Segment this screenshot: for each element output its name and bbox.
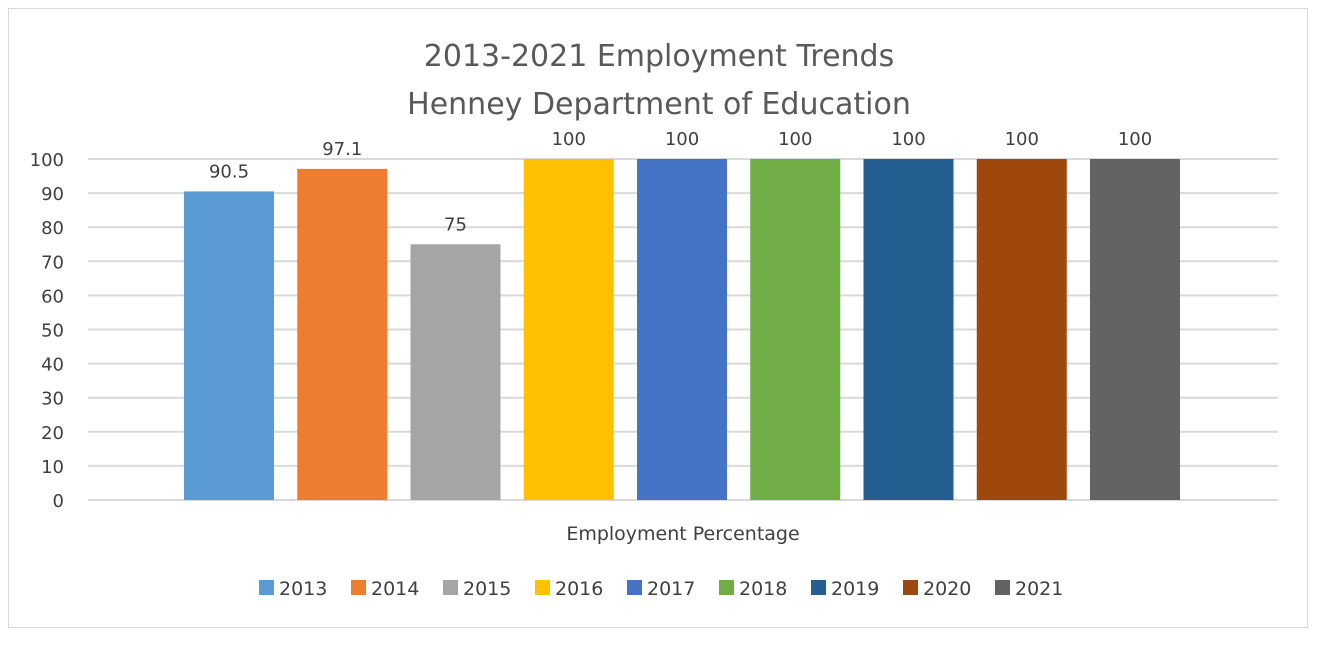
legend-swatch-2013: [259, 580, 274, 595]
legend-label-2016: 2016: [555, 578, 603, 600]
legend-label-2021: 2021: [1015, 578, 1063, 600]
legend-label-2014: 2014: [371, 578, 419, 600]
legend-label-2013: 2013: [279, 578, 327, 600]
bars: [184, 159, 1180, 500]
y-tick-label: 50: [41, 321, 64, 342]
legend-label-2019: 2019: [831, 578, 879, 600]
legend-swatch-2016: [535, 580, 550, 595]
bar-2021: [1090, 159, 1180, 500]
legend-swatch-2017: [627, 580, 642, 595]
data-label-2019: 100: [891, 129, 925, 150]
y-tick-label: 60: [41, 286, 64, 307]
y-tick-label: 100: [30, 150, 64, 171]
y-tick-label: 10: [41, 457, 64, 478]
chart-title-line-2: Henney Department of Education: [407, 87, 911, 122]
x-axis-title: Employment Percentage: [566, 523, 799, 545]
y-tick-label: 70: [41, 252, 64, 273]
legend-swatch-2014: [351, 580, 366, 595]
y-tick-label: 80: [41, 218, 64, 239]
data-label-2021: 100: [1118, 129, 1152, 150]
legend-swatch-2021: [995, 580, 1010, 595]
bar-2015: [410, 244, 501, 500]
bar-2020: [976, 159, 1067, 500]
bar-2016: [523, 159, 614, 500]
y-tick-label: 90: [41, 184, 64, 205]
bar-2018: [750, 159, 841, 500]
data-label-2014: 97.1: [322, 139, 362, 160]
y-tick-label: 40: [41, 355, 64, 376]
legend-label-2017: 2017: [647, 578, 695, 600]
bar-2017: [637, 159, 727, 500]
data-label-2016: 100: [552, 129, 586, 150]
legend-label-2018: 2018: [739, 578, 787, 600]
legend-label-2015: 2015: [463, 578, 511, 600]
legend-swatch-2020: [903, 580, 918, 595]
bar-2019: [863, 159, 954, 500]
legend-swatch-2015: [443, 580, 458, 595]
bar-2014: [297, 168, 388, 500]
legend-swatch-2019: [811, 580, 826, 595]
y-axis-ticks: 0 10 20 30 40 50 60 70 80 90 100: [30, 150, 64, 512]
data-label-2018: 100: [778, 129, 812, 150]
data-label-2013: 90.5: [209, 161, 249, 182]
data-labels: 90.5 97.1 75 100 100 100 100 100 100: [209, 129, 1152, 235]
data-label-2015: 75: [444, 214, 467, 235]
y-tick-label: 30: [41, 389, 64, 410]
data-label-2020: 100: [1005, 129, 1039, 150]
y-tick-label: 0: [53, 491, 64, 512]
data-label-2017: 100: [665, 129, 699, 150]
legend: 2013 2014 2015 2016 2017 2018 2019 2020 2021: [259, 578, 1063, 600]
legend-swatch-2018: [719, 580, 734, 595]
legend-label-2020: 2020: [923, 578, 971, 600]
bar-2013: [184, 191, 274, 500]
chart-title-line-1: 2013-2021 Employment Trends: [424, 39, 894, 74]
y-tick-label: 20: [41, 423, 64, 444]
